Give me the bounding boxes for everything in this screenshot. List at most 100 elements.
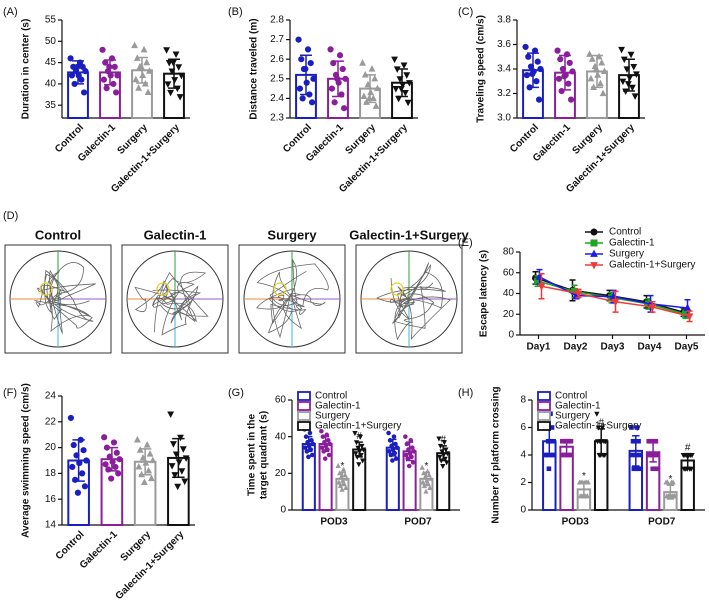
point: [113, 449, 120, 456]
point: [343, 484, 349, 490]
point: [522, 43, 529, 51]
point: [387, 449, 392, 454]
legend-label: Control: [609, 227, 641, 238]
panel-label: (C): [458, 6, 473, 18]
y-tick-label: 60: [275, 395, 287, 406]
y-tick-label: 3.0: [497, 113, 511, 124]
point: [534, 58, 541, 65]
point: [295, 36, 302, 43]
point: [78, 76, 85, 83]
point: [360, 447, 367, 453]
point: [102, 461, 109, 468]
point: [353, 451, 359, 457]
point: [594, 411, 600, 417]
x-tick-label: Day2: [564, 342, 588, 353]
point: [565, 80, 572, 87]
panel-label: (G): [228, 387, 244, 399]
point: [310, 75, 317, 82]
point: [133, 435, 141, 443]
y-tick-label: 60: [503, 267, 515, 278]
point: [296, 85, 304, 92]
point: [628, 84, 636, 92]
point: [182, 455, 190, 462]
point: [440, 464, 446, 470]
y-tick-label: 8: [520, 395, 526, 406]
point: [116, 456, 123, 463]
y-tick-label: 50: [45, 36, 57, 47]
point: [629, 425, 634, 430]
point: [325, 438, 331, 443]
error-bar: [649, 441, 657, 463]
point: [176, 94, 184, 101]
point: [310, 441, 316, 447]
y-tick-label: 40: [503, 288, 515, 299]
point: [392, 86, 400, 93]
point: [339, 65, 346, 73]
point: [172, 51, 180, 59]
legend-swatch: [297, 391, 311, 401]
point: [327, 46, 334, 53]
x-tick-label: Day1: [527, 342, 551, 353]
point: [167, 89, 175, 97]
point: [357, 434, 363, 440]
point: [599, 89, 607, 97]
swim-track: [376, 262, 451, 341]
point: [358, 453, 364, 459]
point: [163, 47, 170, 54]
error-bar: [623, 58, 635, 92]
point: [143, 58, 151, 66]
point: [110, 80, 117, 88]
error-bar: [422, 471, 431, 486]
point: [99, 46, 106, 53]
y-tick-label: 2.8: [270, 15, 284, 26]
point: [566, 59, 573, 66]
point: [108, 475, 115, 482]
point: [633, 71, 640, 78]
y-tick-label: 14: [45, 520, 57, 531]
y-tick-label: 24: [45, 391, 57, 402]
error-bar: [396, 68, 408, 98]
error-bar: [168, 58, 180, 89]
panel-label: (F): [3, 387, 17, 399]
point: [328, 85, 336, 92]
point: [419, 464, 425, 470]
error-bar: [172, 437, 185, 479]
point: [554, 47, 561, 54]
error-bar: [527, 52, 539, 89]
point: [689, 453, 695, 459]
point: [174, 483, 182, 491]
point: [79, 470, 86, 477]
point: [101, 434, 108, 441]
point: [179, 446, 187, 453]
y-tick-label: 3.2: [497, 88, 511, 99]
y-tick-label: 22: [45, 416, 57, 427]
point: [80, 447, 87, 454]
point: [569, 68, 576, 75]
point: [590, 228, 598, 236]
point: [110, 439, 118, 446]
y-axis-label: Traveling speed (cm/s): [476, 15, 487, 123]
error-bar: [300, 54, 312, 96]
point: [165, 60, 173, 67]
point: [112, 463, 119, 471]
point: [400, 62, 408, 70]
point: [74, 489, 82, 496]
platform: [273, 282, 287, 296]
legend-label: Galectin-1+Surgery: [555, 421, 641, 432]
point: [427, 484, 433, 490]
x-tick-label: POD3: [562, 517, 590, 528]
error-bar: [559, 54, 571, 91]
point: [595, 439, 601, 445]
error-bar: [580, 481, 588, 497]
y-tick-label: 2.4: [270, 93, 284, 104]
y-tick-label: 40: [275, 431, 287, 442]
error-bar: [597, 428, 605, 455]
point: [670, 479, 676, 485]
y-tick-label: 16: [45, 494, 57, 505]
point: [441, 440, 447, 446]
significance-mark: #: [356, 431, 362, 442]
point: [299, 95, 306, 102]
point: [146, 450, 154, 457]
point: [339, 486, 345, 492]
point: [304, 46, 312, 53]
